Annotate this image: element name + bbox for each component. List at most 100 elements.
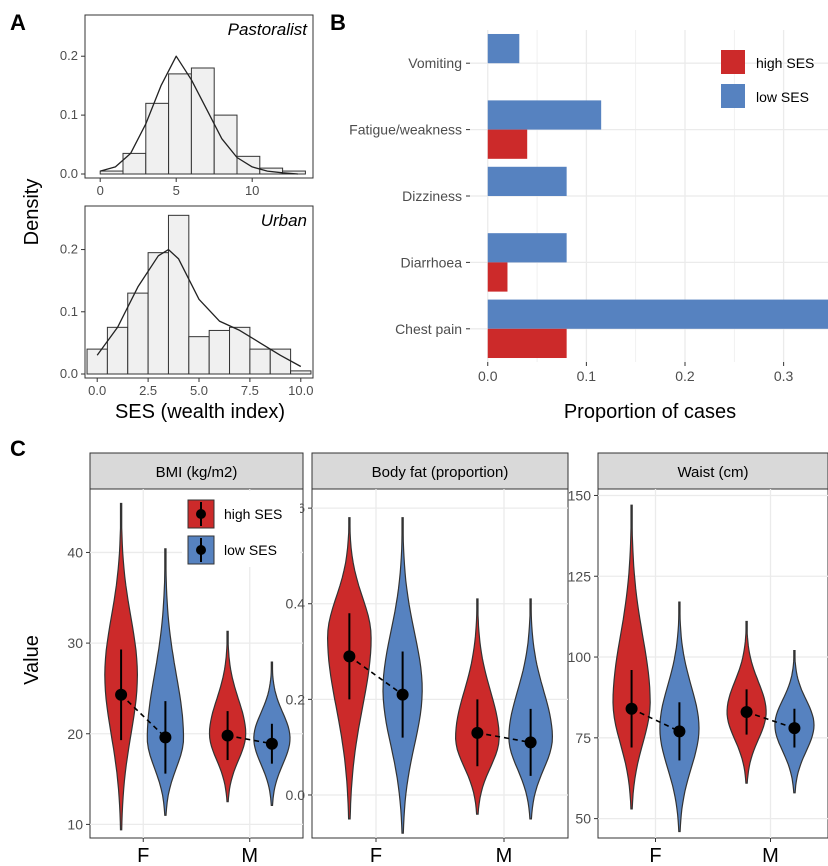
c-strip-2: [597, 452, 828, 490]
hist-xtick-label-0-2: 10: [245, 183, 259, 198]
hist-xtick-label-1-0: 0.0: [88, 383, 106, 398]
mean-connector-1-1: [477, 732, 531, 744]
b-xtick-label-0: 0.0: [478, 368, 498, 384]
hist-bar-1-5: [188, 336, 210, 375]
hist-bar-0-3: [168, 73, 192, 175]
c-strip-0: [89, 452, 304, 490]
hist-bar-0-5: [213, 114, 238, 175]
hist-xtick-label-0-1: 5: [173, 183, 180, 198]
c-ytick-label-2-2: 100: [568, 649, 592, 665]
density-curve-1: [96, 248, 302, 368]
b-legend-label-0: high SES: [756, 55, 814, 71]
hist-bar-0-4: [190, 67, 215, 175]
mean-point-2-2: [740, 705, 753, 718]
hist-bar-1-3: [147, 252, 169, 375]
b-category-label-3: Diarrhoea: [401, 254, 463, 270]
density-curve-0: [100, 55, 298, 175]
hist-xtick-label-1-2: 5.0: [190, 383, 208, 398]
hist-frame-0: [84, 14, 314, 179]
c-xtick-label-0-1: M: [241, 845, 258, 866]
mean-connector-0-1: [227, 734, 273, 745]
hist-bar-1-1: [106, 326, 129, 375]
hist-facet-title-0: Pastoralist: [228, 20, 309, 39]
c-ytick-label-2-3: 125: [568, 568, 592, 584]
mean-point-2-1: [673, 725, 686, 738]
bar-high-ses-3: [487, 262, 508, 292]
mean-point-0-2: [221, 729, 234, 742]
hist-ytick-label-1-1: 0.1: [60, 304, 78, 319]
panel-a-ylabel: Density: [21, 179, 43, 246]
hist-bar-1-8: [249, 348, 271, 375]
c-ytick-label-2-0: 50: [575, 811, 591, 827]
violin-0-1: [146, 548, 185, 816]
b-category-label-4: Chest pain: [395, 321, 462, 337]
b-xtick-label-1: 0.1: [577, 368, 597, 384]
mean-point-0-1: [159, 731, 172, 744]
mean-point-1-2: [471, 726, 484, 739]
hist-ytick-label-0-1: 0.1: [60, 107, 78, 122]
c-ytick-label-1-2: 0.4: [286, 596, 306, 612]
bar-high-ses-4: [487, 328, 567, 359]
violin-2-0: [612, 504, 651, 810]
hist-bar-1-6: [208, 329, 231, 375]
hist-bar-1-2: [127, 292, 149, 375]
b-category-label-1: Fatigue/weakness: [349, 122, 462, 138]
hist-ytick-label-0-0: 0.0: [60, 166, 78, 181]
mean-point-1-0: [343, 650, 356, 663]
bar-low-ses-0: [487, 33, 520, 64]
c-ytick-label-0-3: 40: [67, 544, 83, 560]
c-ytick-label-1-1: 0.2: [286, 691, 306, 707]
hist-ytick-label-0-2: 0.2: [60, 48, 78, 63]
b-category-label-2: Dizziness: [402, 188, 462, 204]
c-xtick-label-1-1: M: [496, 845, 513, 866]
b-category-label-0: Vomiting: [408, 55, 462, 71]
mean-point-0-0: [115, 688, 128, 701]
panel-c-ylabel: Value: [21, 635, 43, 685]
bar-low-ses-3: [487, 233, 567, 263]
mean-point-2-3: [788, 722, 801, 735]
hist-xtick-label-1-1: 2.5: [139, 383, 157, 398]
c-xtick-label-2-1: M: [762, 845, 779, 866]
mean-connector-0-0: [120, 694, 166, 738]
c-xtick-label-0-0: F: [137, 845, 149, 866]
c-strip-title-2: Waist (cm): [677, 464, 748, 481]
panel-label-b: B: [330, 10, 346, 35]
b-legend-label-1: low SES: [756, 89, 809, 105]
panel-a-histograms: Density SES (wealth index) Pastoralist 0 5…: [21, 14, 314, 423]
panel-c-violins: Value BMI (kg/m2) 10 20 30 40 F M Body fat (pro…: [21, 452, 828, 866]
panel-label-a: A: [10, 10, 26, 35]
c-xtick-label-2-0: F: [649, 845, 661, 866]
b-xtick-label-2: 0.2: [675, 368, 695, 384]
hist-bar-1-0: [86, 348, 108, 375]
hist-bar-1-4: [167, 214, 190, 375]
c-legend-point-0: [196, 509, 206, 519]
mean-point-0-3: [265, 737, 278, 750]
panel-label-c: C: [10, 436, 26, 461]
hist-ytick-label-1-2: 0.2: [60, 242, 78, 257]
hist-xtick-label-0-0: 0: [97, 183, 104, 198]
hist-ytick-label-1-0: 0.0: [60, 366, 78, 381]
c-legend-label-1: low SES: [224, 542, 277, 558]
c-ytick-label-2-1: 75: [575, 730, 591, 746]
hist-xtick-label-1-3: 7.5: [241, 383, 259, 398]
hist-facet-title-1: Urban: [261, 211, 307, 230]
panel-b-xlabel: Proportion of cases: [564, 401, 736, 423]
c-legend-point-1: [196, 545, 206, 555]
c-strip-title-1: Body fat (proportion): [372, 464, 509, 481]
panel-b-bar-chart: Proportion of cases Vomiting Fatigue/weak…: [349, 30, 828, 423]
mean-connector-1-0: [348, 655, 404, 696]
b-legend-swatch-1: [721, 84, 745, 108]
hist-bar-0-0: [99, 170, 124, 175]
bar-low-ses-2: [487, 166, 567, 196]
hist-bar-1-9: [269, 348, 292, 375]
bar-low-ses-1: [487, 100, 602, 130]
b-legend-swatch-0: [721, 50, 745, 74]
bar-low-ses-4: [487, 299, 828, 329]
c-legend-label-0: high SES: [224, 506, 282, 522]
c-ytick-label-2-4: 150: [568, 487, 592, 503]
c-ytick-label-0-1: 20: [67, 726, 83, 742]
c-ytick-label-0-0: 10: [67, 816, 83, 832]
bar-high-ses-1: [487, 129, 528, 159]
c-strip-title-0: BMI (kg/m2): [156, 464, 238, 481]
